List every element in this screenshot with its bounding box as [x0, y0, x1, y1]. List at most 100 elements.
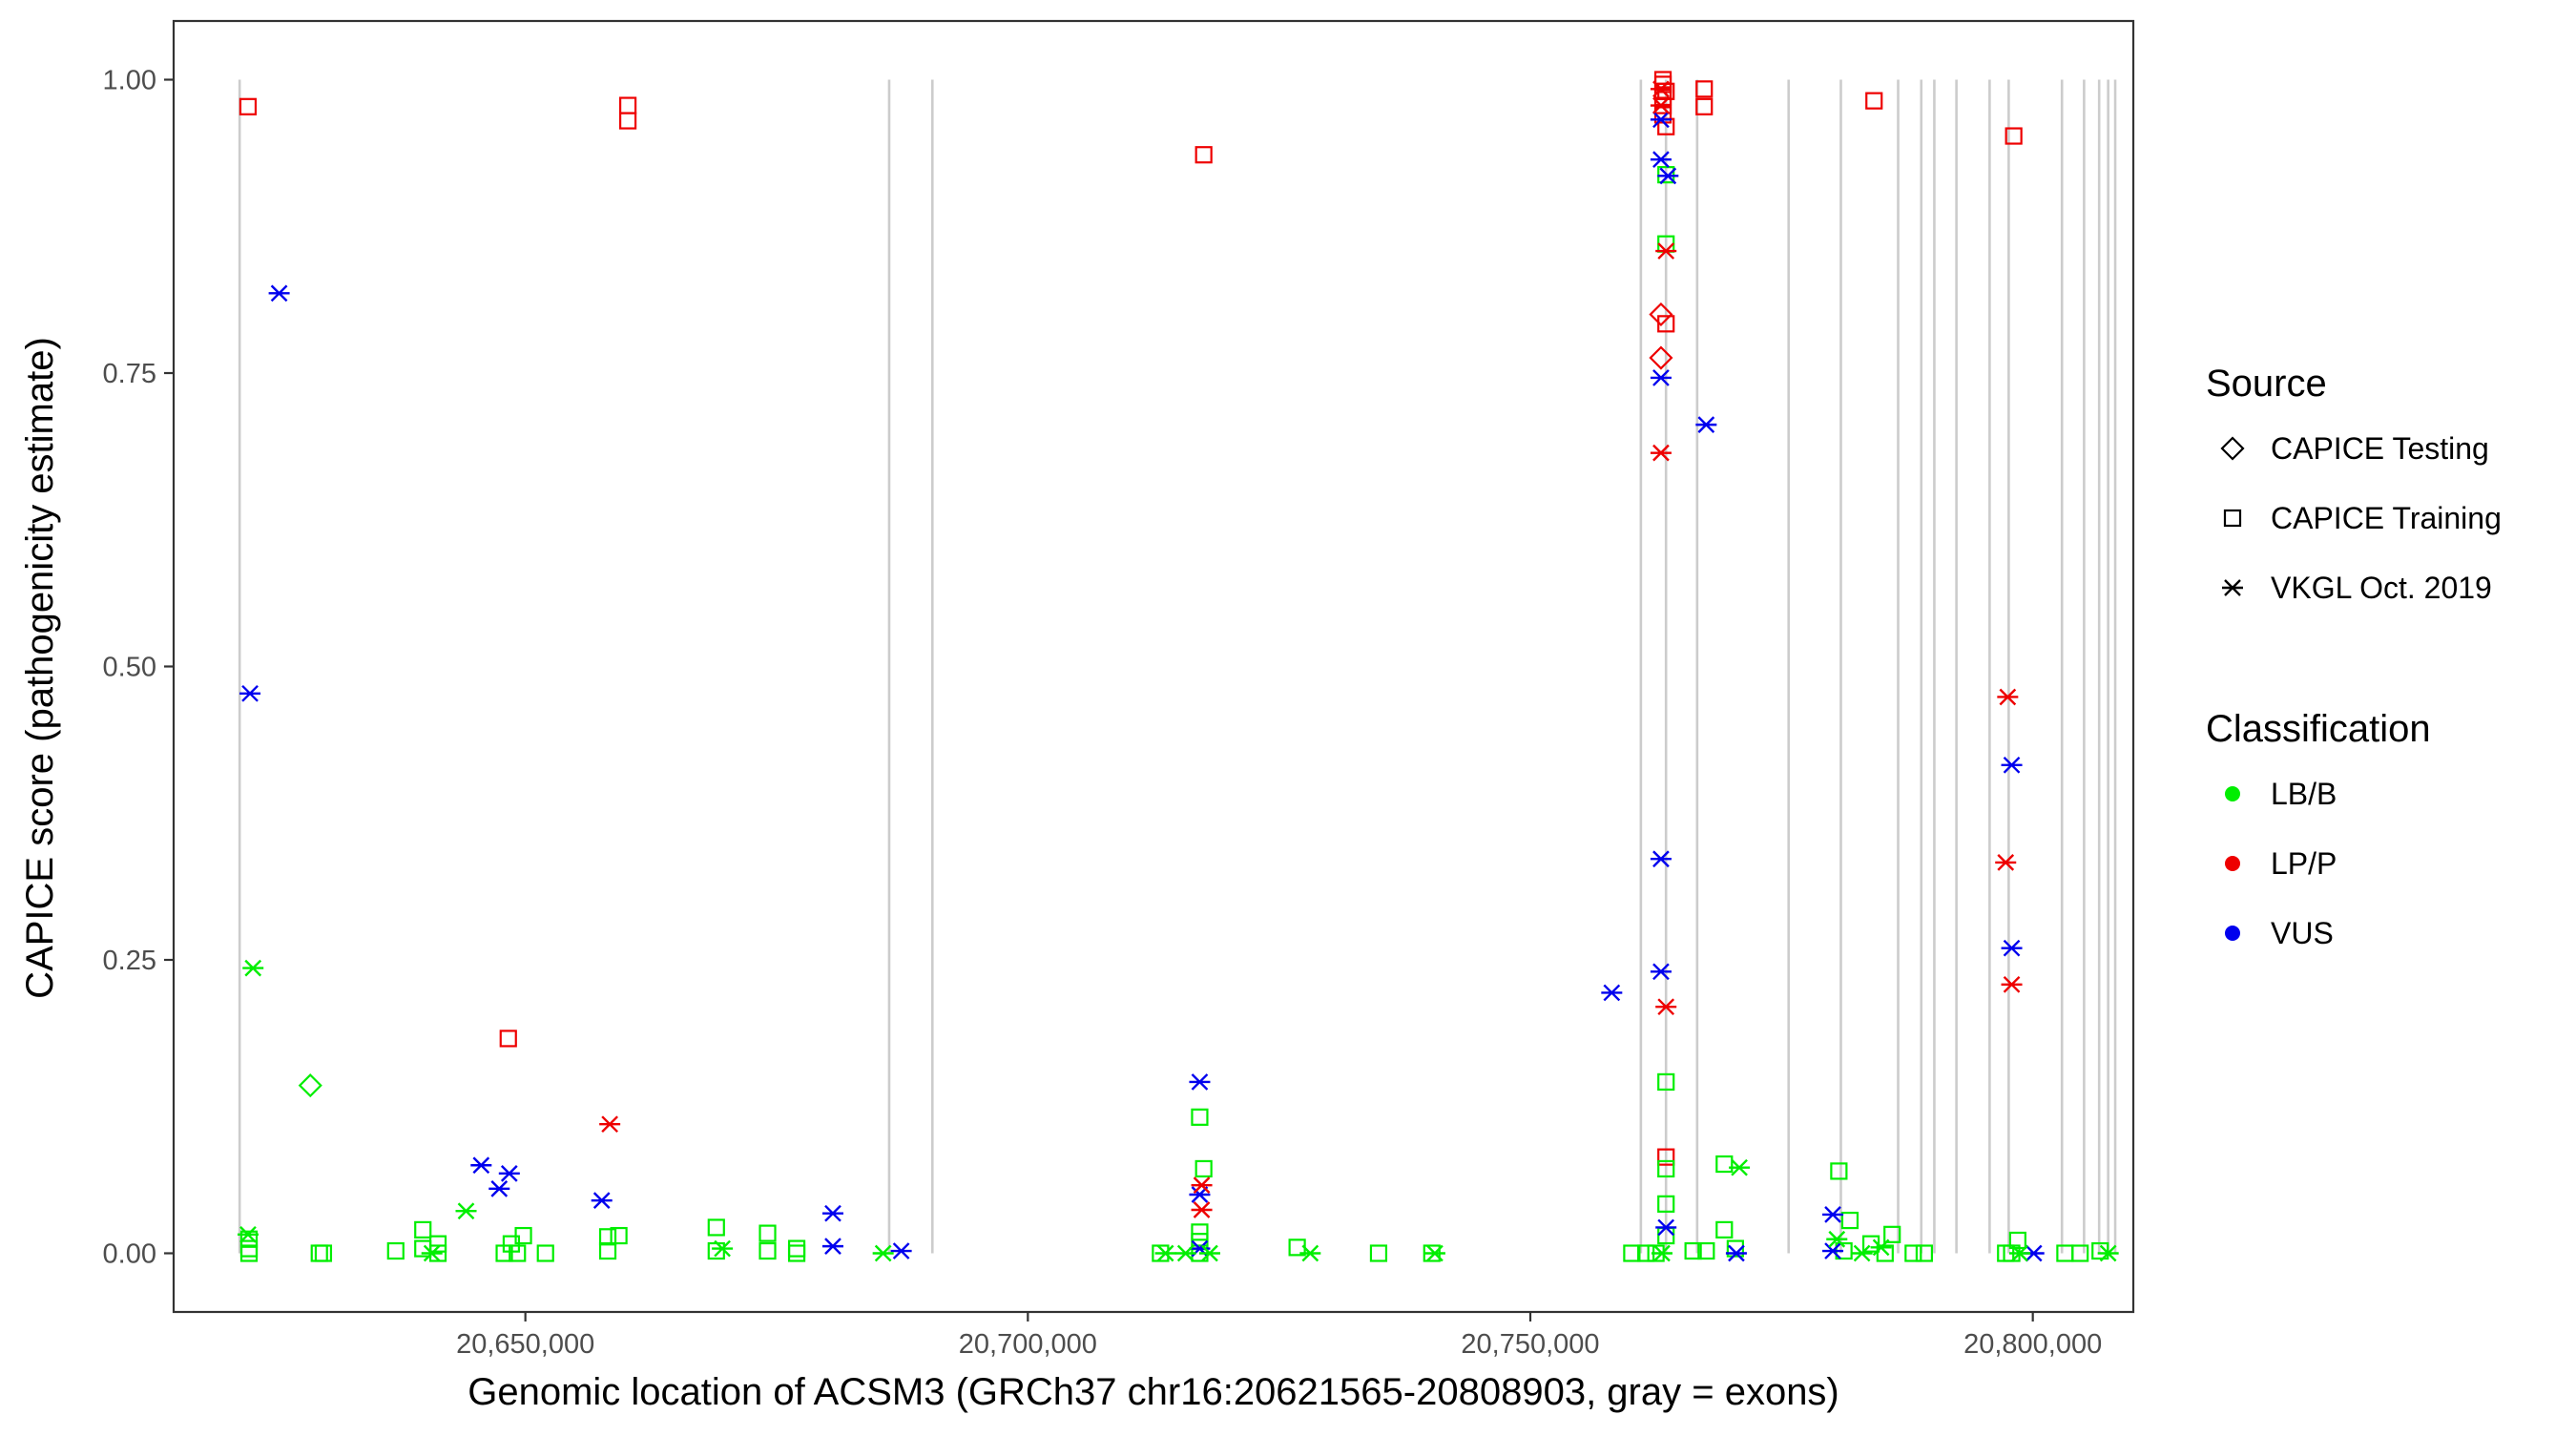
data-point [2001, 939, 2023, 957]
legend-key-asterisk [2222, 579, 2243, 596]
data-point [1684, 1241, 1702, 1260]
y-axis-title: CAPICE score (pathogenicity estimate) [19, 337, 61, 999]
data-point [1650, 80, 1672, 98]
data-point [1822, 1206, 1844, 1223]
data-point [712, 1239, 734, 1258]
data-point [1822, 1242, 1844, 1259]
data-point [1651, 1244, 1672, 1262]
legend-classification-items: LB/B LP/P VUS [2225, 777, 2337, 950]
data-point [2008, 1231, 2026, 1250]
data-point [1995, 854, 2017, 871]
data-point [787, 1244, 806, 1262]
data-point [314, 1244, 333, 1262]
legend-label: VKGL Oct. 2019 [2271, 571, 2492, 605]
data-point [2008, 1244, 2030, 1262]
data-point [1876, 1244, 1894, 1262]
legend: Source CAPICE Testing CAPICE Training VKGL… [2206, 363, 2502, 950]
data-point [1623, 1244, 1641, 1262]
data-point [1423, 1244, 1445, 1262]
data-point [488, 1180, 510, 1197]
data-point [598, 1228, 617, 1246]
data-point [1997, 688, 2019, 706]
data-point [1650, 444, 1672, 462]
data-point [1369, 1244, 1388, 1262]
data-point [1725, 1244, 1747, 1262]
data-point [1695, 97, 1714, 115]
data-point [1657, 1159, 1675, 1178]
data-point [1715, 1220, 1734, 1239]
exon-lines [238, 79, 2117, 1254]
data-point [1695, 416, 1717, 433]
y-axis: 0.00 0.25 0.50 0.75 1.00 [103, 66, 174, 1270]
data-point [1195, 146, 1213, 164]
data-point [1154, 1244, 1176, 1262]
legend-key-square [2223, 509, 2242, 528]
data-point [872, 1244, 894, 1262]
data-point [1657, 1072, 1675, 1092]
x-tick-label: 20,700,000 [959, 1329, 1097, 1360]
y-tick-label: 0.50 [103, 653, 156, 683]
data-point [1195, 1159, 1213, 1178]
data-point [1830, 1162, 1848, 1180]
data-point [1657, 1195, 1675, 1213]
data-point [242, 959, 264, 977]
x-tick-label: 20,800,000 [1963, 1329, 2102, 1360]
data-point [239, 684, 261, 702]
legend-key-dot [2225, 856, 2240, 871]
data-point [514, 1226, 532, 1245]
data-point [619, 112, 637, 130]
data-point [821, 1238, 843, 1255]
data-point [414, 1220, 432, 1239]
data-point [1904, 1244, 1922, 1262]
data-point [239, 97, 258, 115]
data-point [2097, 1244, 2119, 1262]
legend-label: CAPICE Training [2271, 501, 2502, 535]
data-point [1729, 1158, 1751, 1176]
data-point [758, 1241, 777, 1260]
data-point [890, 1242, 912, 1259]
legend-label: LB/B [2271, 777, 2337, 811]
data-points [237, 71, 2119, 1262]
data-point [470, 1156, 492, 1175]
data-point [2071, 1244, 2089, 1262]
data-point [1198, 1244, 1220, 1262]
data-point [1191, 1201, 1213, 1218]
data-point [1650, 151, 1672, 168]
data-point [1191, 1223, 1209, 1241]
y-tick-label: 1.00 [103, 66, 156, 96]
data-point [536, 1244, 554, 1262]
legend-title-classification: Classification [2206, 708, 2431, 750]
legend-key-diamond [2220, 436, 2245, 461]
data-point [2001, 756, 2023, 774]
data-point [1697, 1241, 1715, 1260]
x-tick-label: 20,650,000 [456, 1329, 594, 1360]
data-point [1655, 1218, 1677, 1237]
data-point [239, 1230, 259, 1248]
legend-label: LP/P [2271, 846, 2337, 881]
data-point [1657, 167, 1679, 185]
data-point [298, 1073, 322, 1098]
data-point [428, 1235, 447, 1253]
data-point [1650, 111, 1672, 129]
data-point [268, 284, 290, 302]
data-point [707, 1218, 725, 1237]
data-point [2005, 127, 2023, 145]
legend-key-dot [2225, 786, 2240, 801]
y-tick-label: 0.75 [103, 359, 156, 389]
data-point [1870, 1238, 1892, 1257]
data-point [1655, 242, 1677, 260]
data-point [2001, 975, 2023, 993]
data-point [1649, 345, 1673, 370]
data-point [1601, 984, 1623, 1002]
data-point [1191, 1176, 1213, 1195]
y-tick-label: 0.25 [103, 946, 156, 976]
data-point [1657, 1148, 1675, 1166]
data-point [1650, 850, 1672, 868]
data-point [498, 1165, 520, 1182]
data-point [237, 1225, 259, 1243]
data-point [1657, 315, 1675, 333]
data-point [1649, 302, 1673, 327]
data-point [1174, 1244, 1196, 1262]
